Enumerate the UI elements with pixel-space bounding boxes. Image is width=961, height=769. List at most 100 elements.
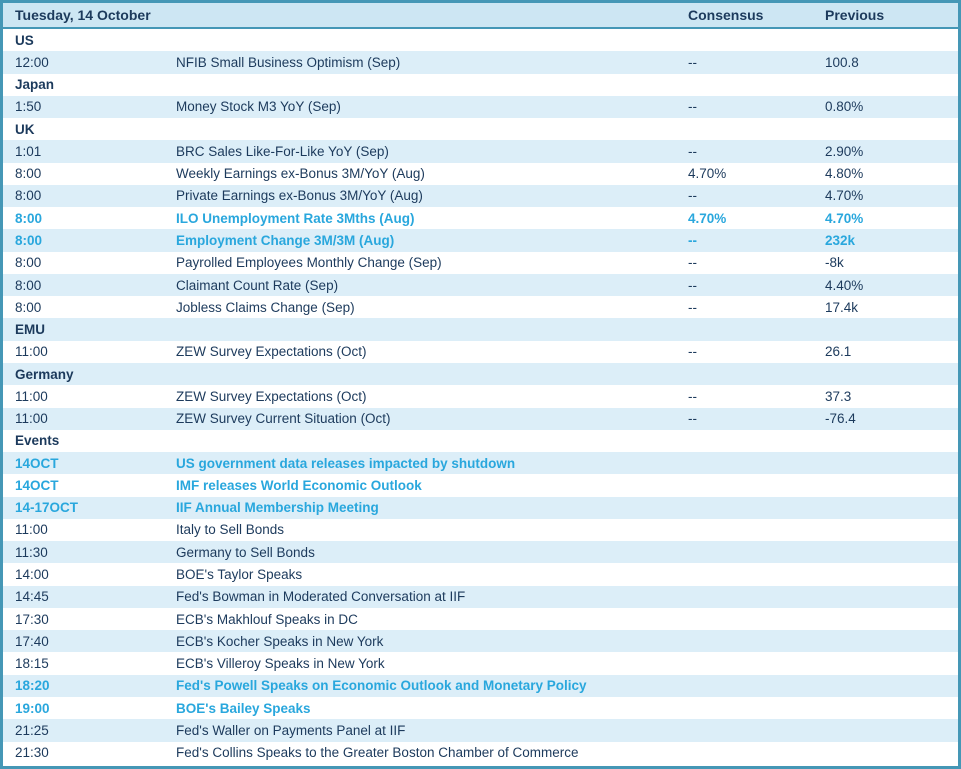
event-cell: ECB's Makhlouf Speaks in DC bbox=[176, 611, 358, 627]
section-label: US bbox=[15, 32, 34, 48]
event-cell: Payrolled Employees Monthly Change (Sep) bbox=[176, 255, 442, 271]
time-cell: 14-17OCT bbox=[15, 500, 79, 516]
event-cell: Fed's Powell Speaks on Economic Outlook … bbox=[176, 678, 587, 694]
column-header-consensus: Consensus bbox=[688, 7, 764, 23]
table-row: 14:45 Fed's Bowman in Moderated Conversat… bbox=[3, 585, 958, 608]
table-row: 12:00 NFIB Small Business Optimism (Sep) -… bbox=[3, 51, 958, 74]
event-cell: Germany to Sell Bonds bbox=[176, 544, 315, 560]
consensus-cell: -- bbox=[688, 277, 697, 293]
time-cell: 21:25 bbox=[15, 722, 49, 738]
table-row: 11:00 ZEW Survey Expectations (Oct) -- 37.3 bbox=[3, 385, 958, 408]
time-cell: 8:00 bbox=[15, 166, 42, 182]
table-row: 21:25 Fed's Waller on Payments Panel at I… bbox=[3, 719, 958, 742]
consensus-cell: -- bbox=[688, 344, 697, 360]
previous-cell: 4.80% bbox=[825, 166, 864, 182]
section-label: EMU bbox=[15, 322, 45, 338]
table-row: 8:00 Weekly Earnings ex-Bonus 3M/YoY (Aug… bbox=[3, 162, 958, 185]
table-row: 17:40 ECB's Kocher Speaks in New York bbox=[3, 630, 958, 653]
time-cell: 11:00 bbox=[15, 522, 48, 538]
table-row: 19:00 BOE's Bailey Speaks bbox=[3, 696, 958, 720]
event-cell: US government data releases impacted by … bbox=[176, 455, 516, 471]
consensus-cell: -- bbox=[688, 388, 697, 404]
section-row: EMU bbox=[3, 318, 958, 341]
event-cell: ZEW Survey Expectations (Oct) bbox=[176, 344, 367, 360]
event-cell: Private Earnings ex-Bonus 3M/YoY (Aug) bbox=[176, 188, 423, 204]
event-cell: Claimant Count Rate (Sep) bbox=[176, 277, 339, 293]
time-cell: 11:00 bbox=[15, 344, 48, 360]
event-cell: Italy to Sell Bonds bbox=[176, 522, 285, 538]
previous-cell: 0.80% bbox=[825, 99, 864, 115]
event-cell: Fed's Waller on Payments Panel at IIF bbox=[176, 722, 406, 738]
time-cell: 21:30 bbox=[15, 745, 49, 761]
event-cell: ECB's Kocher Speaks in New York bbox=[176, 633, 384, 649]
time-cell: 8:00 bbox=[15, 299, 42, 315]
table-row: 14OCT IMF releases World Economic Outlook bbox=[3, 474, 958, 497]
table-row: 8:00 Private Earnings ex-Bonus 3M/YoY (Au… bbox=[3, 184, 958, 208]
event-cell: Employment Change 3M/3M (Aug) bbox=[176, 233, 395, 249]
consensus-cell: -- bbox=[688, 233, 697, 249]
table-row: 14OCT US government data releases impacte… bbox=[3, 452, 958, 475]
consensus-cell: -- bbox=[688, 188, 697, 204]
event-cell: BOE's Bailey Speaks bbox=[176, 700, 311, 716]
section-row: UK bbox=[3, 118, 958, 141]
previous-cell: 100.8 bbox=[825, 54, 859, 70]
event-cell: ILO Unemployment Rate 3Mths (Aug) bbox=[176, 210, 415, 226]
event-cell: Jobless Claims Change (Sep) bbox=[176, 299, 355, 315]
consensus-cell: -- bbox=[688, 54, 697, 70]
time-cell: 1:01 bbox=[15, 143, 42, 159]
consensus-cell: -- bbox=[688, 255, 697, 271]
previous-cell: -8k bbox=[825, 255, 844, 271]
time-cell: 17:40 bbox=[15, 633, 49, 649]
table-row: 18:15 ECB's Villeroy Speaks in New York bbox=[3, 652, 958, 675]
table-row: 8:00 Claimant Count Rate (Sep) -- 4.40% bbox=[3, 273, 958, 297]
table-row: 8:00 Jobless Claims Change (Sep) -- 17.4k bbox=[3, 296, 958, 319]
event-cell: Weekly Earnings ex-Bonus 3M/YoY (Aug) bbox=[176, 166, 425, 182]
table-row: 14-17OCT IIF Annual Membership Meeting bbox=[3, 496, 958, 519]
consensus-cell: 4.70% bbox=[688, 166, 727, 182]
table-row: 14:00 BOE's Taylor Speaks bbox=[3, 563, 958, 586]
table-row: 17:30 ECB's Makhlouf Speaks in DC bbox=[3, 607, 958, 631]
time-cell: 14OCT bbox=[15, 477, 59, 493]
column-header-previous: Previous bbox=[825, 7, 885, 23]
consensus-cell: -- bbox=[688, 411, 697, 427]
section-row: Japan bbox=[3, 73, 958, 96]
previous-cell: 232k bbox=[825, 233, 856, 249]
consensus-cell: -- bbox=[688, 143, 697, 159]
event-cell: ZEW Survey Expectations (Oct) bbox=[176, 388, 367, 404]
table-title: Tuesday, 14 October bbox=[15, 7, 151, 23]
section-row: Germany bbox=[3, 362, 958, 386]
section-label: UK bbox=[15, 121, 35, 137]
table-header-row: Tuesday, 14 October Consensus Previous bbox=[3, 3, 958, 29]
event-cell: ZEW Survey Current Situation (Oct) bbox=[176, 411, 391, 427]
section-label: Germany bbox=[15, 366, 74, 382]
time-cell: 18:20 bbox=[15, 678, 50, 694]
event-cell: Money Stock M3 YoY (Sep) bbox=[176, 99, 341, 115]
table-row: 21:30 Fed's Collins Speaks to the Greater… bbox=[3, 741, 958, 764]
event-cell: BRC Sales Like-For-Like YoY (Sep) bbox=[176, 143, 389, 159]
time-cell: 1:50 bbox=[15, 99, 42, 115]
table-row: 1:50 Money Stock M3 YoY (Sep) -- 0.80% bbox=[3, 95, 958, 119]
consensus-cell: -- bbox=[688, 99, 697, 115]
section-label: Japan bbox=[15, 77, 55, 93]
table-body: US 12:00 NFIB Small Business Optimism (Sep… bbox=[3, 29, 958, 764]
previous-cell: 4.70% bbox=[825, 188, 864, 204]
time-cell: 8:00 bbox=[15, 188, 42, 204]
event-cell: Fed's Bowman in Moderated Conversation a… bbox=[176, 589, 466, 605]
time-cell: 11:00 bbox=[15, 388, 48, 404]
consensus-cell: 4.70% bbox=[688, 210, 727, 226]
previous-cell: 37.3 bbox=[825, 388, 852, 404]
time-cell: 11:30 bbox=[15, 544, 48, 560]
time-cell: 14:00 bbox=[15, 567, 49, 582]
table-row: 8:00 Payrolled Employees Monthly Change (… bbox=[3, 251, 958, 274]
previous-cell: 2.90% bbox=[825, 143, 864, 159]
section-row: Events bbox=[3, 429, 958, 453]
table-row: 18:20 Fed's Powell Speaks on Economic Out… bbox=[3, 674, 958, 697]
table-row: 1:01 BRC Sales Like-For-Like YoY (Sep) -- 2… bbox=[3, 140, 958, 163]
time-cell: 17:30 bbox=[15, 611, 49, 627]
time-cell: 18:15 bbox=[15, 656, 49, 672]
event-cell: IMF releases World Economic Outlook bbox=[176, 477, 422, 493]
table-row: 8:00 ILO Unemployment Rate 3Mths (Aug) 4.7… bbox=[3, 207, 958, 230]
table-row: 11:00 Italy to Sell Bonds bbox=[3, 518, 958, 542]
table-row: 8:00 Employment Change 3M/3M (Aug) -- 232k bbox=[3, 229, 958, 252]
